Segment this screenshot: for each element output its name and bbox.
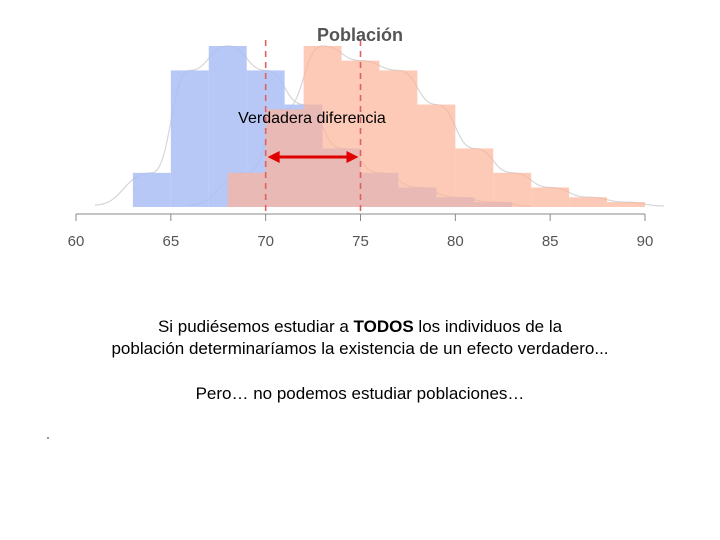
bar-series-2-bin-3 xyxy=(303,46,342,207)
x-axis: 60 65 70 75 80 85 90 xyxy=(68,213,654,250)
bar-series-2-bin-7 xyxy=(455,148,494,207)
caption-line-3: Pero… no podemos estudiar poblaciones… xyxy=(195,384,525,403)
caption-line-1: Si pudiésemos estudiar a TODOS los indiv… xyxy=(0,316,720,338)
bar-series-2-bin-1 xyxy=(227,172,266,207)
arrow-head-right xyxy=(346,151,359,163)
histogram-chart: 60 65 70 75 80 85 90 Población Verdadera difer… xyxy=(68,25,664,250)
difference-arrow xyxy=(267,151,359,163)
bar-series-2-bin-10 xyxy=(569,197,608,207)
bar-series-1-bin-2 xyxy=(170,70,209,207)
caption-line-1-end: los individuos de la xyxy=(413,317,563,336)
bar-series-2-bin-6 xyxy=(417,104,456,207)
bar-series-2-bin-8 xyxy=(493,172,532,207)
stray-dot xyxy=(47,437,49,439)
caption-bold-todos: TODOS xyxy=(353,317,414,336)
bar-series-1-bin-1 xyxy=(132,172,171,207)
x-tick-label-75: 75 xyxy=(352,233,369,250)
chart-title: Población xyxy=(317,25,403,45)
bar-series-2-bin-9 xyxy=(531,187,570,207)
x-tick-label-85: 85 xyxy=(542,233,559,250)
bar-series-2-bin-5 xyxy=(379,70,418,207)
histogram-bars xyxy=(132,46,645,207)
x-tick-label-80: 80 xyxy=(447,233,464,250)
x-tick-label-60: 60 xyxy=(68,233,85,250)
x-tick-label-65: 65 xyxy=(162,233,179,250)
arrow-head-left xyxy=(267,151,280,163)
caption-line-2: población determinaríamos la existencia … xyxy=(111,339,609,358)
x-tick-label-70: 70 xyxy=(257,233,274,250)
difference-label: Verdadera diferencia xyxy=(238,110,386,127)
bar-series-2-bin-11 xyxy=(607,202,645,207)
x-tick-label-90: 90 xyxy=(637,233,654,250)
mean-lines xyxy=(264,40,362,216)
caption-line-1-start: Si pudiésemos estudiar a xyxy=(157,317,354,336)
